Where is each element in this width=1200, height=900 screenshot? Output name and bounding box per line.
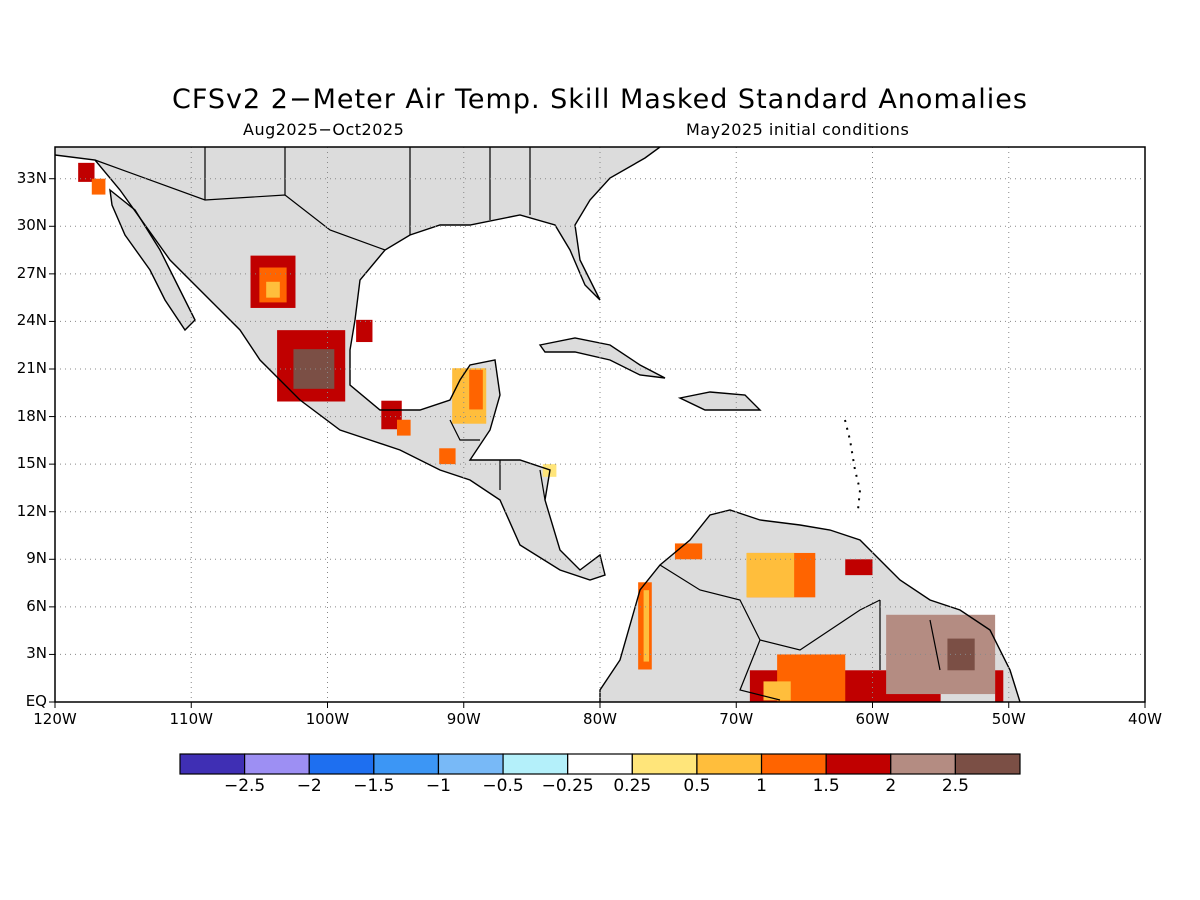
- x-tick-label: 120W: [33, 710, 77, 728]
- anomaly-patch: [266, 281, 280, 298]
- anomaly-patch: [356, 319, 373, 343]
- coastline-layer: [55, 147, 1021, 702]
- colorbar-label: 0.25: [613, 776, 652, 796]
- baja-coastline: [109, 188, 196, 332]
- colorbar-swatch: [890, 753, 956, 775]
- anomaly-patch: [746, 552, 795, 598]
- x-tick-label: 70W: [719, 710, 754, 728]
- colorbar-label: 1: [756, 776, 767, 796]
- anomaly-patch: [91, 178, 106, 195]
- anomaly-patch: [293, 349, 335, 389]
- y-tick-label: 24N: [16, 311, 47, 330]
- valid-period: Aug2025−Oct2025: [243, 120, 405, 139]
- anomaly-patch: [78, 162, 95, 182]
- y-tick-label: 27N: [16, 263, 47, 282]
- graticule: [55, 147, 1145, 702]
- colorbar-swatch: [631, 753, 698, 775]
- colorbar-label: 1.5: [812, 776, 840, 796]
- x-tick-label: 90W: [446, 710, 481, 728]
- lesser-antilles: [844, 419, 862, 511]
- anomaly-patch: [763, 681, 791, 701]
- y-tick-label: 9N: [26, 549, 47, 568]
- map-title: CFSv2 2−Meter Air Temp. Skill Masked Sta…: [172, 84, 1028, 115]
- x-tick-label: 110W: [169, 710, 213, 728]
- hispaniola: [680, 392, 760, 410]
- land-layer: [55, 147, 1020, 702]
- north-america-landmass: [55, 147, 660, 580]
- colorbar-label: 2: [885, 776, 897, 796]
- axis-ticks: [49, 178, 1146, 708]
- central-america-borders: [449, 419, 546, 501]
- y-tick-label: EQ: [25, 692, 47, 710]
- north-america-coastline: [55, 147, 661, 581]
- anomaly-patch: [674, 543, 703, 560]
- x-tick-label: 100W: [305, 710, 350, 728]
- colorbar-swatch: [760, 753, 827, 775]
- baja-california: [110, 190, 195, 330]
- x-tick-label: 80W: [583, 710, 617, 728]
- hispaniola-coastline: [677, 391, 762, 411]
- anomaly-patch: [439, 448, 456, 465]
- colorbar-swatch: [502, 753, 569, 775]
- y-tick-label: 33N: [16, 168, 47, 187]
- colorbar-label: −1.5: [353, 776, 395, 796]
- anomaly-patch: [396, 419, 411, 436]
- y-tick-label: 21N: [16, 359, 47, 377]
- colorbar-swatch: [373, 753, 440, 775]
- x-tick-label: 40W: [1128, 710, 1162, 728]
- y-tick-label: 12N: [16, 501, 47, 520]
- colorbar-swatch: [825, 753, 892, 775]
- y-tick-label: 15N: [16, 454, 47, 473]
- anomaly-patch: [381, 400, 402, 430]
- colorbar-label: −1: [425, 776, 451, 796]
- colorbar-swatch: [567, 753, 633, 775]
- colorbar-label: 2.5: [941, 776, 969, 796]
- anomaly-patch: [995, 670, 1004, 702]
- colorbar-label: −0.25: [541, 776, 594, 796]
- y-tick-label: 30N: [16, 216, 47, 235]
- initial-conditions: May2025 initial conditions: [686, 120, 910, 139]
- colorbar: [179, 753, 1021, 775]
- cuba-coastline: [538, 337, 666, 379]
- anomaly-patch: [845, 559, 873, 576]
- anomaly-patch: [643, 590, 650, 662]
- colorbar-swatch: [179, 753, 246, 775]
- us-state-borders: [204, 147, 531, 235]
- x-tick-label: 50W: [991, 710, 1026, 728]
- colorbar-label: 0.5: [683, 776, 711, 796]
- south-america-coastline: [599, 509, 1021, 702]
- colorbar-label: −0.5: [482, 776, 524, 796]
- colorbar-label: −2.5: [223, 776, 266, 796]
- colorbar-swatch: [954, 753, 1021, 775]
- colorbar-swatch: [696, 753, 763, 775]
- y-tick-label: 6N: [26, 596, 47, 615]
- colorbar-swatch: [437, 753, 504, 775]
- anomaly-patch: [469, 369, 483, 410]
- colorbar-swatch: [308, 753, 375, 775]
- colorbar-label: −2: [296, 776, 322, 796]
- y-tick-label: 3N: [26, 644, 47, 663]
- x-tick-label: 60W: [855, 710, 890, 728]
- y-tick-label: 18N: [16, 406, 47, 425]
- south-america-borders: [659, 564, 941, 701]
- colorbar-swatch: [244, 753, 310, 775]
